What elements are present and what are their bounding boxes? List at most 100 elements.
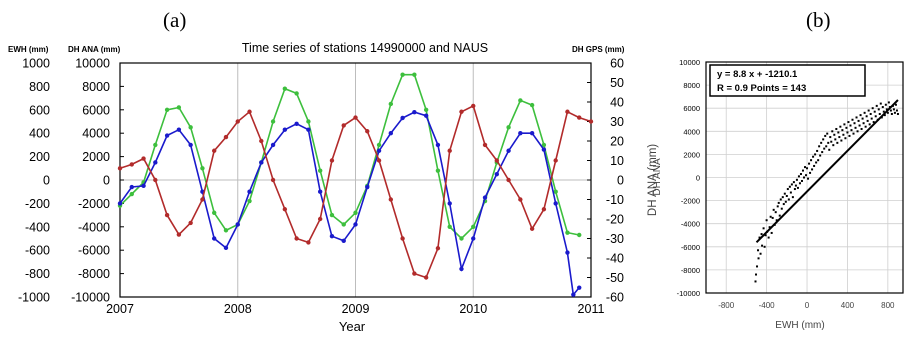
series-point [494,171,499,177]
scatter-point [821,151,824,154]
scatter-point [842,133,845,136]
scatter-point [841,129,844,132]
scatter-y-tick-label: -8000 [681,266,700,275]
panel-label-b: (b) [806,8,831,32]
scatter-point [789,191,792,194]
scatter-point [793,188,796,191]
series-point [306,240,311,245]
scatter-point [843,123,846,126]
dh-ana-tick-label: -8000 [78,267,110,281]
series-point [541,142,547,148]
scatter-point [834,138,837,141]
scatter-point [856,130,859,133]
scatter-x-label: EWH (mm) [775,320,824,331]
scatter-point [832,144,835,147]
scatter-point [838,136,841,139]
scatter-point [836,141,839,144]
scatter-x-tick-label: -400 [759,301,776,310]
right-axis-label: DH ANA (mm) [647,144,659,216]
dh-gps-tick-label: 0 [617,174,624,188]
scatter-point [787,198,790,201]
scatter-point [805,174,808,177]
scatter-point [860,127,863,130]
scatter-point [767,236,770,239]
scatter-point [851,118,854,121]
scatter-point [882,110,885,113]
series-point [376,142,382,148]
series-point [588,119,594,124]
scatter-point [867,109,870,112]
scatter-point [840,139,843,142]
series-point [518,131,523,136]
scatter-point [783,192,786,195]
scatter-point [886,111,889,114]
scatter-point [810,159,813,162]
scatter-point [872,121,875,124]
series-point [577,232,582,238]
scatter-point [875,104,878,107]
series-point [341,238,346,244]
series-point [117,166,123,171]
scatter-point [778,214,781,217]
scatter-point [798,182,801,185]
series-point [447,148,452,153]
series-point [435,142,441,148]
stats-text: R = 0.9 Points = 143 [717,83,806,94]
scatter-frame [705,61,904,294]
series-point [223,134,229,140]
scatter-point [814,153,817,156]
scatter-point [848,134,851,137]
scatter-point [808,162,811,165]
scatter-point [890,112,893,115]
scatter-y-tick-label: 6000 [683,104,700,113]
chart-title: Time series of stations 14990000 and NAU… [242,41,488,55]
scatter-point [824,134,827,137]
series-point [153,177,158,183]
series-point [306,119,311,124]
series-point [376,158,382,163]
scatter-point [831,130,834,133]
scatter-point [794,184,797,187]
scatter-x-tick-label: -800 [718,301,735,310]
series-point [141,156,146,161]
scatter-point [807,177,810,180]
scatter-point [879,102,882,105]
scatter-point [839,125,842,128]
series-point [412,271,417,276]
scatter-point [818,145,821,148]
series-point [565,250,570,255]
scatter-y-label: DH ANA [652,158,663,196]
dh-gps-tick-label: -30 [606,232,624,246]
scatter-point [792,181,795,184]
ewh-tick-label: 0 [43,174,50,188]
scatter-point [758,236,761,239]
series-point [353,210,358,215]
scatter-point [775,219,778,222]
scatter-point [835,127,838,130]
series-point [571,292,576,297]
series-point [164,212,170,218]
scatter-point [800,179,803,182]
scatter-point [825,145,828,148]
series-point [518,197,523,202]
ewh-tick-label: -800 [25,267,50,281]
ewh-tick-label: 1000 [22,57,50,71]
series-point [200,197,205,202]
series-point [294,121,299,127]
dh-ana-tick-label: 2000 [82,150,110,164]
series-point [541,147,547,152]
dh-ana-tick-label: -2000 [78,197,110,211]
scatter-point [881,106,884,109]
scatter-point [871,107,874,110]
series-point [365,184,370,190]
series-point [223,245,229,251]
series-point [518,98,523,103]
year-tick-label: 2009 [342,302,370,316]
ewh-tick-label: 800 [29,80,50,94]
fit-line [755,99,899,244]
series-line [119,111,580,297]
series-point [317,216,323,222]
scatter-point [847,121,850,124]
dh-ana-tick-label: 10000 [75,57,110,71]
